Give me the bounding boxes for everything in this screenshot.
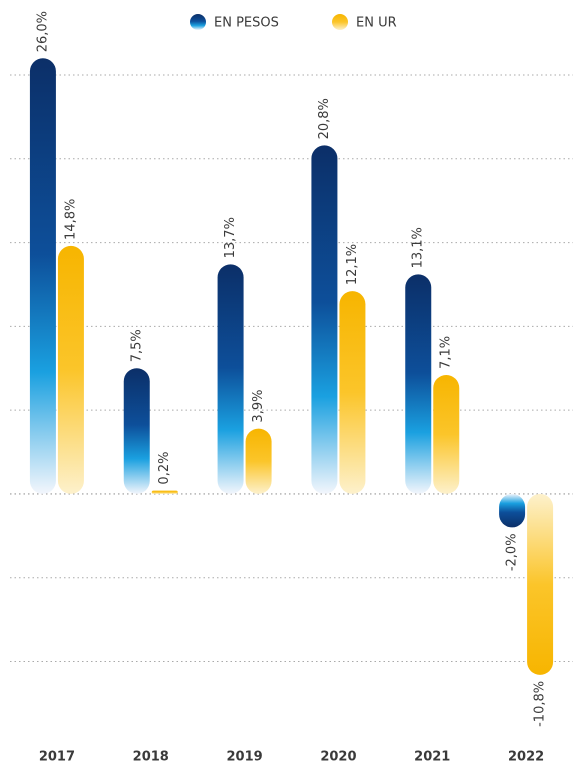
bar (29, 58, 56, 494)
value-label: -2,0% (505, 533, 520, 571)
value-label: 7,5% (129, 329, 144, 362)
legend-label: EN PESOS (214, 16, 279, 31)
value-label: 7,1% (439, 336, 454, 369)
x-tick-label: 2022 (508, 750, 544, 765)
value-label: 0,2% (157, 452, 172, 485)
value-label: 14,8% (63, 199, 78, 240)
bar (217, 264, 244, 494)
bar (527, 493, 554, 675)
value-label: 13,7% (223, 217, 238, 258)
value-label: 13,1% (411, 227, 426, 268)
bar (123, 368, 150, 494)
bar (433, 374, 460, 494)
bar (151, 490, 178, 494)
x-tick-label: 2018 (133, 750, 169, 765)
value-label: 20,8% (317, 98, 332, 139)
bar (245, 428, 272, 494)
x-tick-label: 2020 (320, 750, 356, 765)
legend-swatch (190, 14, 206, 30)
value-label: 12,1% (345, 244, 360, 285)
legend-label: EN UR (356, 16, 397, 31)
bar (339, 291, 366, 494)
bar (405, 274, 432, 494)
x-tick-label: 2019 (226, 750, 262, 765)
legend-swatch (332, 14, 348, 30)
x-tick-label: 2021 (414, 750, 450, 765)
value-label: 3,9% (251, 390, 266, 423)
value-label: -10,8% (533, 681, 548, 727)
bar (311, 145, 338, 494)
value-label: 26,0% (35, 11, 50, 52)
bar (499, 493, 526, 528)
x-tick-label: 2017 (39, 750, 75, 765)
bar (57, 245, 84, 494)
